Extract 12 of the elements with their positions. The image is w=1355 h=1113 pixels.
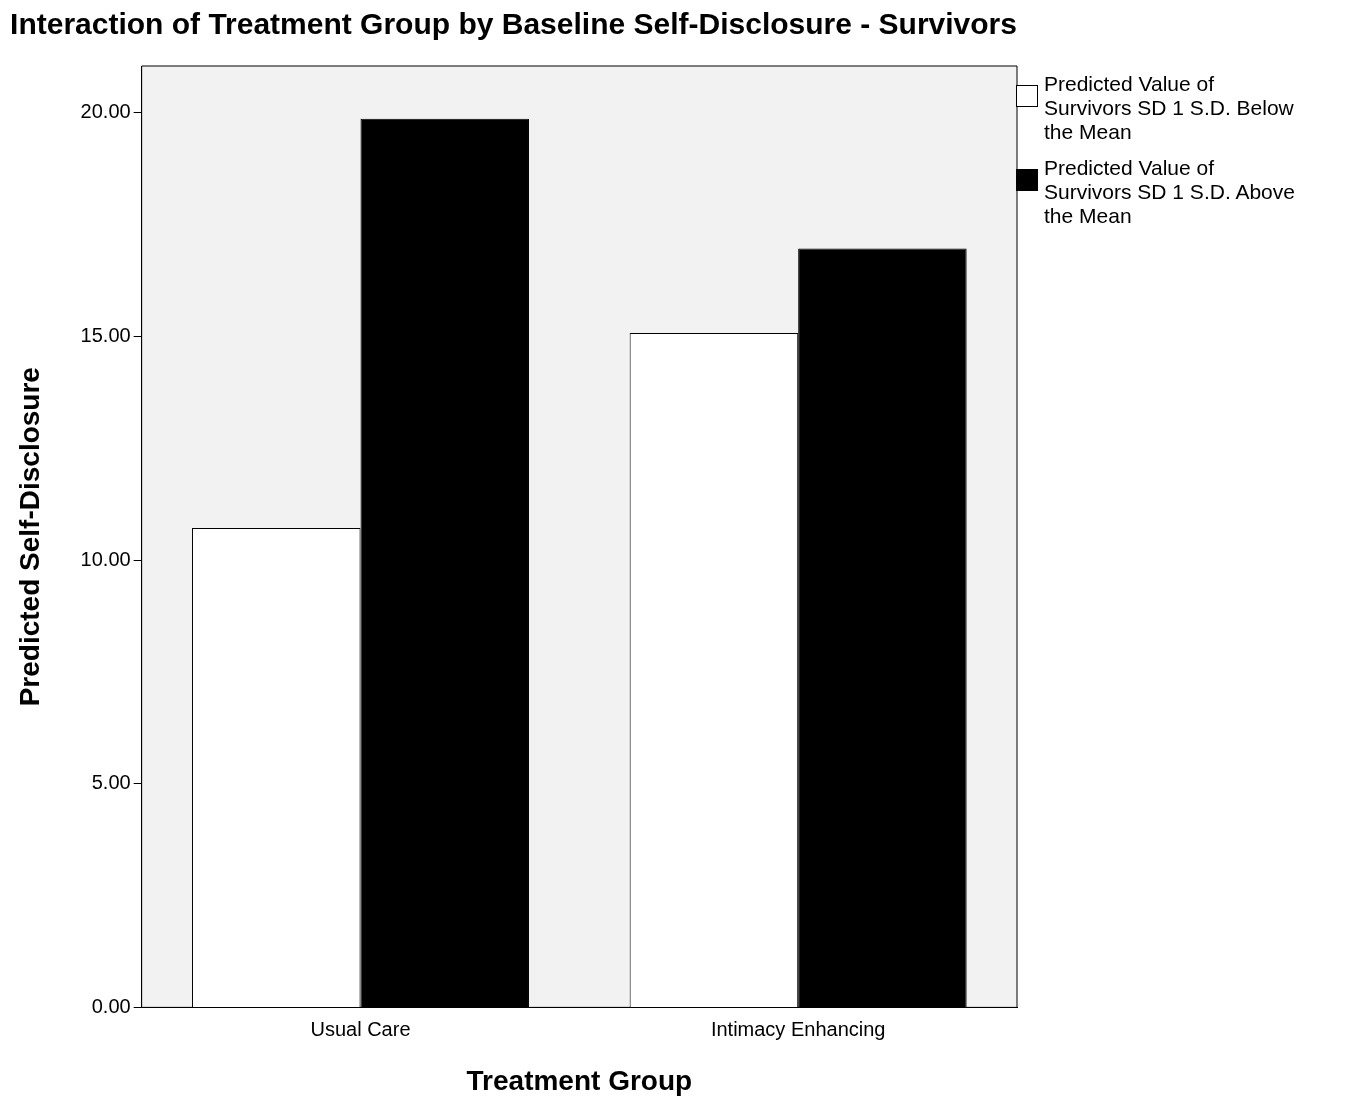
x-tick-label: Intimacy Enhancing (710, 1017, 886, 1040)
legend-label: Predicted Value of Survivors SD 1 S.D. Below the Mean (1044, 72, 1295, 144)
chart-title: Interaction of Treatment Group by Baseline Self-Disclosure - Survivors (10, 7, 1017, 41)
y-tick-label: 0.00 (91, 994, 131, 1017)
legend-label: Predicted Value of Survivors SD 1 S.D. Above the Mean (1044, 156, 1296, 228)
x-tick-label: Usual Care (310, 1017, 411, 1040)
x-axis-title: Treatment Group (466, 1064, 693, 1096)
y-tick-label: 5.00 (91, 771, 131, 794)
y-tick-label: 15.00 (80, 324, 131, 347)
y-tick-label: 10.00 (80, 547, 131, 570)
y-tick-label: 20.00 (80, 100, 131, 123)
y-axis-title: Predicted Self-Disclosure (13, 367, 45, 707)
